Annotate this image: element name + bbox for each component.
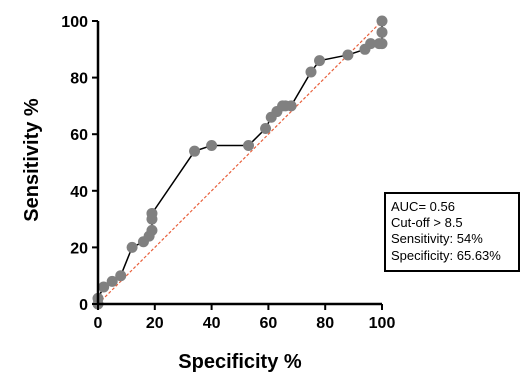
axes: 0 20 40 60 80 100 0 20 40 60 80 100 [61,14,395,332]
data-point [126,241,138,253]
data-point [376,26,388,38]
y-ticks: 0 20 40 60 80 100 [61,14,98,314]
x-tick-label: 0 [94,315,103,332]
annotation-cutoff: Cut-off > 8.5 [391,215,463,230]
data-point [305,66,317,78]
data-point [98,281,110,293]
y-tick-label: 40 [70,184,88,201]
data-point [285,100,297,112]
y-tick-label: 60 [70,127,88,144]
y-tick-label: 100 [61,14,88,31]
x-tick-label: 60 [260,315,278,332]
annotation-sensitivity: Sensitivity: 54% [391,231,483,246]
x-axis-title: Specificity % [178,351,302,373]
data-point [365,38,377,50]
data-point [146,224,158,236]
data-point [342,49,354,61]
y-axis-title: Sensitivity % [21,98,43,222]
data-point [314,55,326,67]
x-tick-label: 40 [203,315,221,332]
reference-line [97,20,383,305]
x-tick-label: 80 [316,315,334,332]
x-ticks: 0 20 40 60 80 100 [94,304,396,332]
y-tick-label: 80 [70,71,88,88]
annotation-specificity: Specificity: 65.63% [391,248,501,263]
data-point [146,207,158,219]
x-tick-label: 100 [369,315,396,332]
annotation-box: AUC= 0.56 Cut-off > 8.5 Sensitivity: 54%… [384,192,520,272]
data-point [376,38,388,50]
annotation-auc: AUC= 0.56 [391,199,455,214]
data-point [206,140,218,152]
data-point [189,145,201,157]
data-point [376,15,388,27]
data-points [92,15,388,310]
y-tick-label: 0 [79,297,88,314]
data-point [115,270,127,282]
data-point [106,275,118,287]
y-tick-label: 20 [70,240,88,257]
plot-area [92,15,388,310]
data-point [243,140,255,152]
x-tick-label: 20 [146,315,164,332]
data-point [260,123,272,135]
